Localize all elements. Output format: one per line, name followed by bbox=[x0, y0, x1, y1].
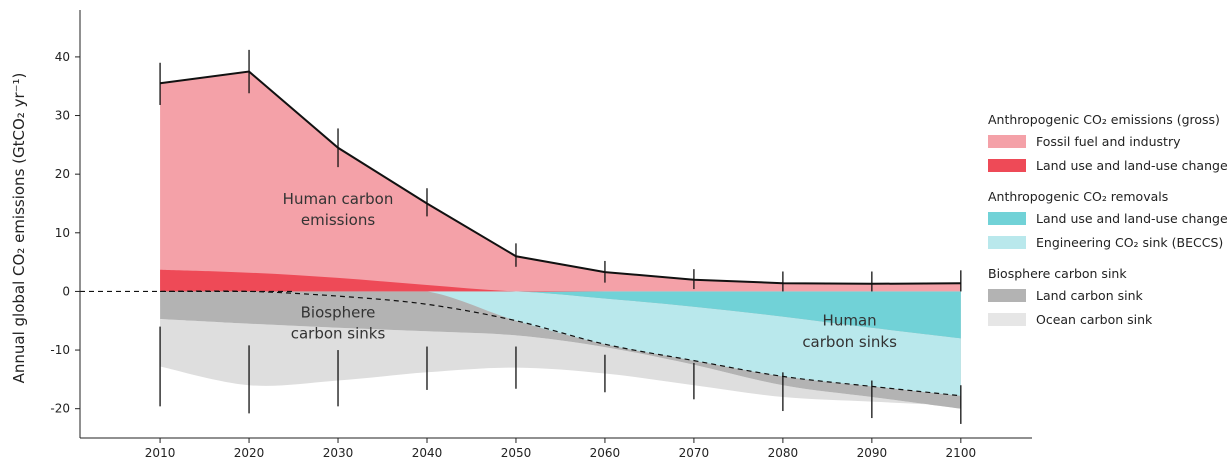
legend-item-land-sink: Land carbon sink bbox=[988, 288, 1228, 303]
x-tick-label: 2030 bbox=[323, 446, 354, 460]
x-tick-label: 2010 bbox=[145, 446, 176, 460]
y-tick-label: 30 bbox=[55, 109, 70, 123]
line-layers bbox=[80, 70, 961, 397]
area-land-use-removals bbox=[160, 290, 961, 339]
line-gross-emissions bbox=[159, 70, 961, 285]
annotations: Human carbon emissions Biosphere carbon sin… bbox=[283, 190, 897, 351]
legend-group-title: Anthropogenic CO₂ removals bbox=[988, 189, 1169, 204]
annotation-label: carbon sinks bbox=[291, 325, 386, 343]
legend-label: Land use and land-use change bbox=[1036, 158, 1228, 173]
legend-item-land-use-removals: Land use and land-use change bbox=[988, 211, 1228, 226]
legend-item-beccs: Engineering CO₂ sink (BECCS) bbox=[988, 235, 1228, 250]
legend-item-land-use-emissions: Land use and land-use change bbox=[988, 158, 1228, 173]
x-tick-label: 2020 bbox=[234, 446, 265, 460]
x-tick-label: 2080 bbox=[768, 446, 799, 460]
legend-item-ocean-sink: Ocean carbon sink bbox=[988, 312, 1228, 327]
y-tick-label: 40 bbox=[55, 50, 70, 64]
y-tick-label: 20 bbox=[55, 167, 70, 181]
legend-label: Ocean carbon sink bbox=[1036, 312, 1153, 327]
annotation-label: emissions bbox=[301, 211, 375, 229]
area-fossil-fuel-industry bbox=[160, 71, 961, 292]
x-tick-label: 2070 bbox=[679, 446, 710, 460]
area-ocean-carbon-sink bbox=[160, 318, 961, 409]
legend-group-title: Anthropogenic CO₂ emissions (gross) bbox=[988, 112, 1220, 127]
legend-label: Fossil fuel and industry bbox=[1036, 134, 1181, 149]
legend-swatch-land-use-removals bbox=[988, 212, 1026, 225]
legend-swatch-fossil-fuel bbox=[988, 135, 1026, 148]
y-tick-label: -10 bbox=[50, 343, 70, 357]
y-axis-label: Annual global CO₂ emissions (GtCO₂ yr⁻¹) bbox=[10, 73, 28, 384]
legend-group-removals: Anthropogenic CO₂ removals Land use and … bbox=[988, 189, 1228, 250]
y-tick-label: 0 bbox=[62, 284, 70, 298]
x-tick-label: 2090 bbox=[857, 446, 888, 460]
legend-group-emissions: Anthropogenic CO₂ emissions (gross) Foss… bbox=[988, 112, 1228, 173]
legend-swatch-land-use-emissions bbox=[988, 159, 1026, 172]
x-tick-label: 2060 bbox=[590, 446, 621, 460]
x-tick-label: 2040 bbox=[412, 446, 443, 460]
annotation-label: Human carbon bbox=[283, 190, 394, 208]
legend-group-biosphere: Biosphere carbon sink Land carbon sink O… bbox=[988, 266, 1228, 327]
x-tick-label: 2050 bbox=[501, 446, 532, 460]
legend-swatch-beccs bbox=[988, 236, 1026, 249]
y-tick-label: 10 bbox=[55, 226, 70, 240]
legend-item-fossil-fuel: Fossil fuel and industry bbox=[988, 134, 1228, 149]
legend: Anthropogenic CO₂ emissions (gross) Foss… bbox=[988, 112, 1228, 343]
legend-group-title: Biosphere carbon sink bbox=[988, 266, 1127, 281]
legend-label: Land use and land-use change bbox=[1036, 211, 1228, 226]
area-land-carbon-sink bbox=[160, 291, 961, 409]
x-tick-label: 2100 bbox=[946, 446, 977, 460]
area-layers bbox=[160, 71, 961, 409]
y-tick-label: -20 bbox=[50, 402, 70, 416]
line-net-emissions-dashed bbox=[160, 290, 961, 397]
annotation-label: Human bbox=[823, 312, 877, 330]
legend-label: Engineering CO₂ sink (BECCS) bbox=[1036, 235, 1224, 250]
area-beccs-sink bbox=[160, 289, 961, 396]
annotation-label: carbon sinks bbox=[802, 333, 897, 351]
area-land-use-emissions bbox=[160, 269, 961, 292]
legend-swatch-land-sink bbox=[988, 289, 1026, 302]
legend-label: Land carbon sink bbox=[1036, 288, 1143, 303]
error-bars bbox=[159, 49, 962, 424]
legend-swatch-ocean-sink bbox=[988, 313, 1026, 326]
annotation-label: Biosphere bbox=[301, 304, 376, 322]
